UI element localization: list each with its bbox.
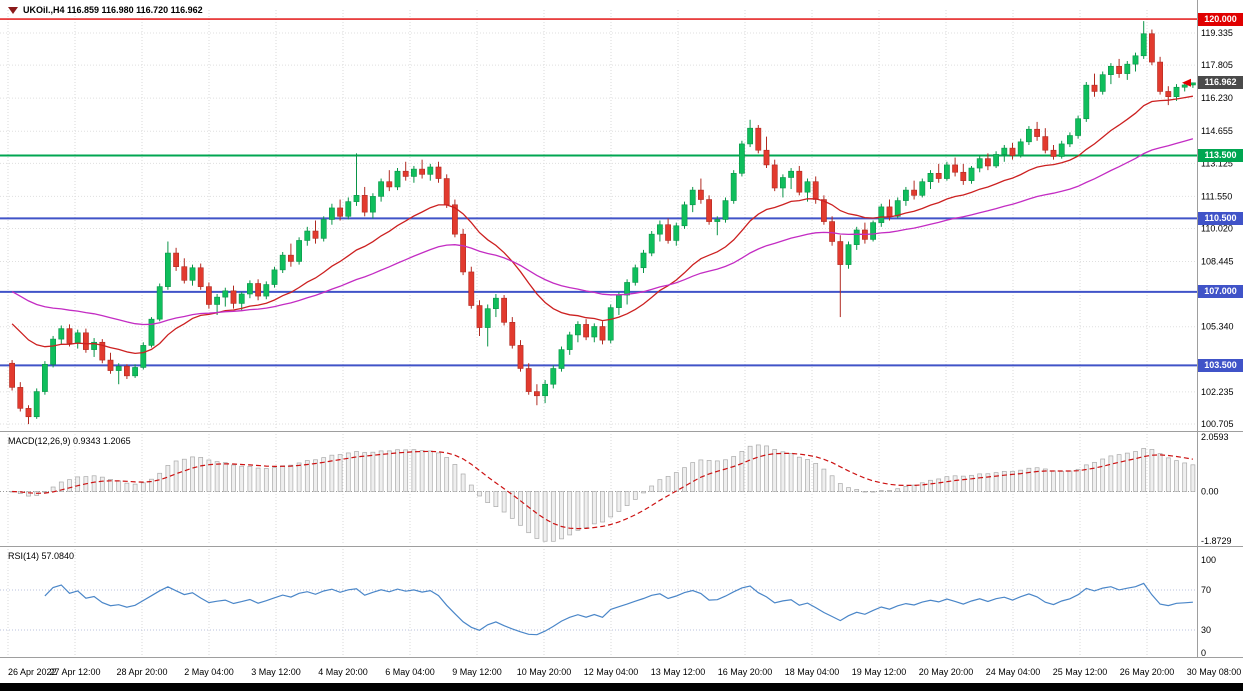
svg-text:20 May 20:00: 20 May 20:00 (919, 667, 974, 677)
svg-text:9 May 12:00: 9 May 12:00 (452, 667, 502, 677)
svg-text:19 May 12:00: 19 May 12:00 (852, 667, 907, 677)
svg-text:105.340: 105.340 (1201, 322, 1234, 332)
svg-text:30: 30 (1201, 625, 1211, 635)
svg-text:0.00: 0.00 (1201, 487, 1219, 497)
candlesticks (9, 21, 1196, 425)
axis-labels: 119.335 117.805 116.230 114.655 113.125 111.5… (8, 28, 1241, 677)
panel-separators (0, 0, 1243, 658)
rsi-label: RSI(14) 57.0840 (8, 551, 75, 561)
bottom-bar (0, 683, 1243, 691)
svg-text:70: 70 (1201, 585, 1211, 595)
svg-text:13 May 12:00: 13 May 12:00 (651, 667, 706, 677)
price-badge-113.500: 113.500 (1198, 149, 1243, 162)
svg-text:6 May 04:00: 6 May 04:00 (385, 667, 435, 677)
svg-text:25 May 12:00: 25 May 12:00 (1053, 667, 1108, 677)
svg-text:100: 100 (1201, 555, 1216, 565)
svg-text:30 May 08:00: 30 May 08:00 (1187, 667, 1242, 677)
svg-text:16 May 20:00: 16 May 20:00 (718, 667, 773, 677)
svg-text:-1.8729: -1.8729 (1201, 536, 1232, 546)
ma-slow (11, 138, 1194, 326)
svg-text:116.230: 116.230 (1201, 93, 1233, 103)
svg-text:111.550: 111.550 (1201, 191, 1232, 201)
svg-text:28 Apr 20:00: 28 Apr 20:00 (116, 667, 167, 677)
rsi-panel (44, 582, 1193, 636)
svg-text:100.705: 100.705 (1201, 419, 1234, 429)
svg-text:113.125: 113.125 (1201, 158, 1233, 168)
svg-text:26 Apr 2022: 26 Apr 2022 (8, 667, 57, 677)
svg-text:18 May 04:00: 18 May 04:00 (785, 667, 840, 677)
svg-text:27 Apr 12:00: 27 Apr 12:00 (49, 667, 100, 677)
chart-title: UKOil.,H4 116.859 116.980 116.720 116.96… (8, 3, 203, 17)
svg-text:12 May 04:00: 12 May 04:00 (584, 667, 639, 677)
svg-text:102.235: 102.235 (1201, 387, 1234, 397)
price-badge-107.000: 107.000 (1198, 285, 1243, 299)
svg-text:2 May 04:00: 2 May 04:00 (184, 667, 234, 677)
macd-label: MACD(12,26,9) 0.9343 1.2065 (8, 436, 131, 446)
svg-text:114.655: 114.655 (1201, 126, 1233, 136)
svg-text:2.0593: 2.0593 (1201, 432, 1229, 442)
price-badge-110.500: 110.500 (1198, 211, 1243, 225)
grid-lines (0, 10, 1197, 656)
ma-fast (11, 95, 1194, 355)
svg-text:3 May 12:00: 3 May 12:00 (251, 667, 301, 677)
moving-average-lines (11, 78, 1194, 355)
svg-text:26 May 20:00: 26 May 20:00 (1120, 667, 1175, 677)
svg-text:108.445: 108.445 (1201, 257, 1234, 267)
svg-text:119.335: 119.335 (1201, 28, 1233, 38)
chart-menu-icon[interactable] (8, 6, 18, 14)
macd-panel (9, 444, 1196, 542)
price-badge-120.000: 120.000 (1198, 12, 1243, 26)
svg-text:4 May 20:00: 4 May 20:00 (318, 667, 368, 677)
svg-text:117.805: 117.805 (1201, 60, 1233, 70)
price-badge-103.500: 103.500 (1198, 358, 1243, 372)
current-price-marker (1182, 78, 1191, 87)
horizontal-level-lines (0, 18, 1197, 367)
price-badge-116.962: 116.962 (1198, 76, 1243, 90)
svg-text:110.020: 110.020 (1201, 224, 1233, 234)
svg-text:24 May 04:00: 24 May 04:00 (986, 667, 1041, 677)
svg-text:0: 0 (1201, 648, 1206, 658)
svg-text:10 May 20:00: 10 May 20:00 (517, 667, 572, 677)
chart-title-text: UKOil.,H4 116.859 116.980 116.720 116.96… (23, 5, 203, 15)
